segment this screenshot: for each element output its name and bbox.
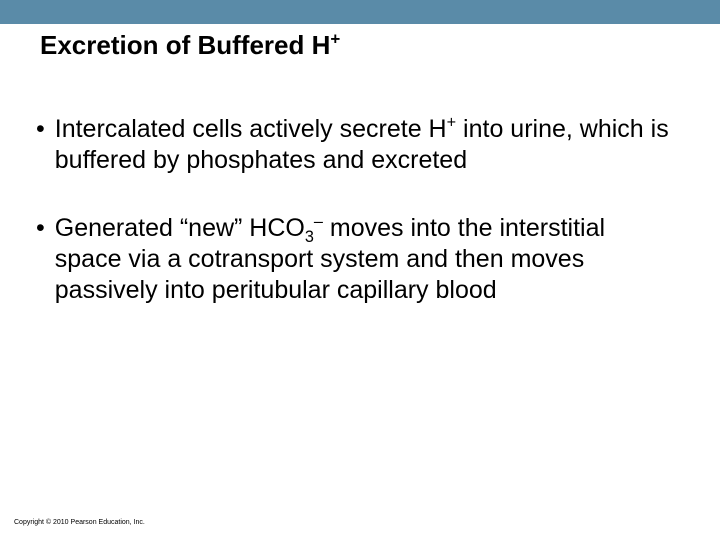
title-text: Excretion of Buffered H <box>40 30 330 60</box>
copyright-text: Copyright © 2010 Pearson Education, Inc. <box>14 519 145 526</box>
bullet-list: • Intercalated cells actively secrete H+… <box>36 114 676 342</box>
slide-title: Excretion of Buffered H+ <box>40 30 680 61</box>
text-run: Intercalated cells actively secrete H <box>55 115 447 143</box>
superscript: + <box>447 114 457 132</box>
bullet-item: • Generated “new” HCO3– moves into the i… <box>36 213 676 307</box>
bullet-text: Intercalated cells actively secrete H+ i… <box>55 114 676 177</box>
bullet-marker: • <box>36 213 45 244</box>
superscript: – <box>314 212 323 230</box>
header-accent-bar <box>0 0 720 24</box>
text-run: Generated “new” HCO <box>55 214 305 242</box>
bullet-item: • Intercalated cells actively secrete H+… <box>36 114 676 177</box>
bullet-marker: • <box>36 114 45 145</box>
title-container: Excretion of Buffered H+ <box>40 30 680 61</box>
bullet-text: Generated “new” HCO3– moves into the int… <box>55 213 676 307</box>
title-superscript: + <box>330 29 340 48</box>
subscript: 3 <box>305 228 314 246</box>
